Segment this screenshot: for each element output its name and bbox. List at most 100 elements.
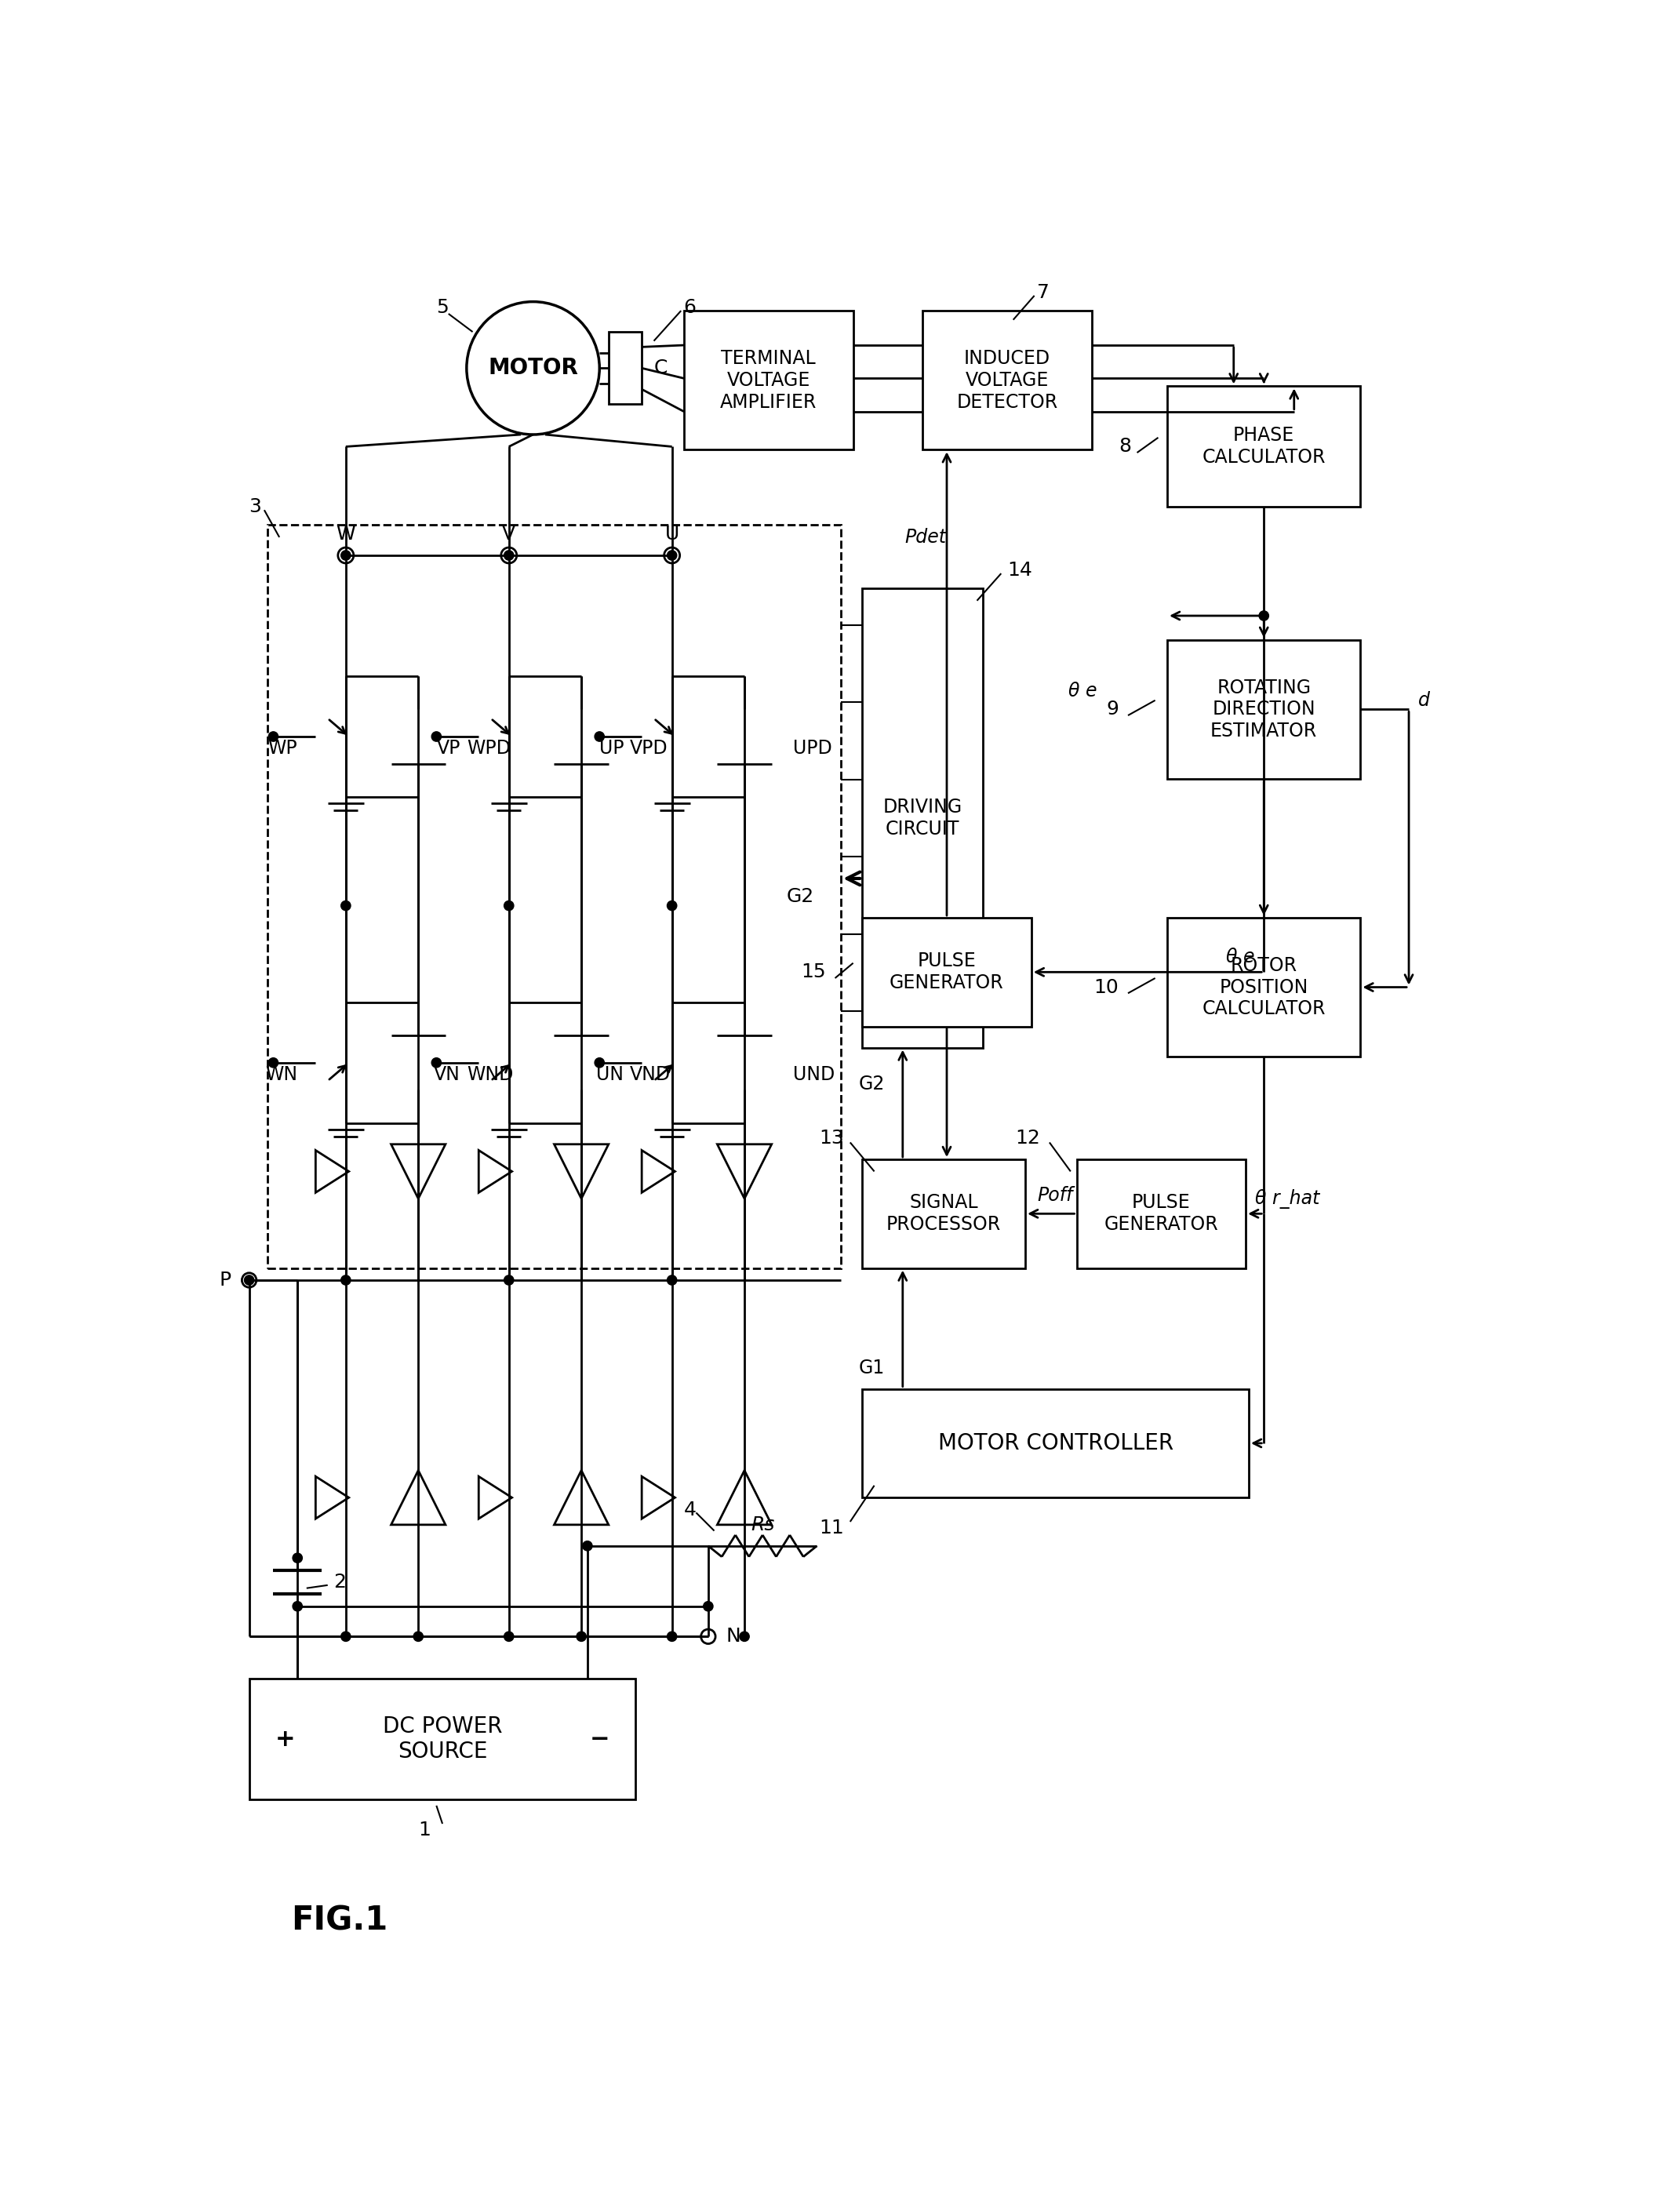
Text: 3: 3 [249,498,261,515]
Text: UND: UND [793,1066,835,1084]
Circle shape [292,1601,302,1610]
Text: 10: 10 [1094,978,1119,998]
Text: MOTOR: MOTOR [488,356,578,378]
Text: 6: 6 [683,299,696,316]
Text: MOTOR CONTROLLER: MOTOR CONTROLLER [939,1431,1174,1453]
Bar [862,588,984,1048]
Circle shape [431,1057,441,1068]
Text: θ e: θ e [1069,681,1097,701]
Text: V: V [503,524,516,544]
Circle shape [504,551,514,560]
Circle shape [431,732,441,741]
Circle shape [703,1601,713,1610]
Circle shape [337,549,354,564]
Circle shape [501,549,516,564]
Text: 4: 4 [683,1500,696,1520]
Circle shape [583,1542,593,1551]
Bar [608,332,641,405]
Text: W: W [336,524,356,544]
Circle shape [504,900,514,911]
Text: 11: 11 [820,1517,843,1537]
Bar [1167,387,1361,507]
Circle shape [269,1057,279,1068]
Text: UN: UN [596,1066,623,1084]
Circle shape [504,1276,514,1285]
Bar [1077,1159,1246,1267]
Text: DRIVING
CIRCUIT: DRIVING CIRCUIT [883,799,962,838]
Bar [249,1679,636,1801]
Text: 12: 12 [1015,1128,1040,1148]
Text: d: d [1418,690,1430,710]
Text: G2: G2 [787,887,813,907]
Bar [685,310,853,449]
Text: P: P [219,1270,230,1290]
Text: θ r_hat: θ r_hat [1254,1188,1319,1208]
Circle shape [504,1632,514,1641]
Bar [1167,918,1361,1057]
Text: PULSE
GENERATOR: PULSE GENERATOR [1104,1194,1219,1234]
Text: −: − [590,1728,610,1750]
Text: G2: G2 [858,1075,885,1093]
Text: INDUCED
VOLTAGE
DETECTOR: INDUCED VOLTAGE DETECTOR [957,349,1057,411]
Circle shape [666,900,676,911]
Text: 2: 2 [334,1573,346,1593]
Circle shape [341,1276,351,1285]
Text: Rs: Rs [750,1515,775,1535]
Text: WND: WND [466,1066,513,1084]
Text: G1: G1 [858,1358,885,1378]
Text: 5: 5 [436,299,449,316]
Circle shape [341,1632,351,1641]
Circle shape [740,1632,750,1641]
Text: VPD: VPD [630,739,668,759]
Text: WPD: WPD [466,739,511,759]
Circle shape [665,549,680,564]
Text: θ e: θ e [1226,947,1254,967]
Text: UPD: UPD [793,739,832,759]
Circle shape [666,1632,676,1641]
Text: N: N [726,1628,741,1646]
Circle shape [292,1553,302,1564]
Text: PULSE
GENERATOR: PULSE GENERATOR [890,951,1004,993]
Text: Pdet: Pdet [905,529,947,546]
Text: 15: 15 [802,962,827,982]
Text: C: C [655,358,668,378]
Circle shape [341,551,351,560]
Text: +: + [276,1728,296,1750]
Circle shape [1259,611,1269,622]
Text: TERMINAL
VOLTAGE
AMPLIFIER: TERMINAL VOLTAGE AMPLIFIER [720,349,817,411]
Circle shape [242,1272,257,1287]
Circle shape [269,732,279,741]
Bar [862,1389,1249,1498]
Bar [862,918,1032,1026]
Text: ROTOR
POSITION
CALCULATOR: ROTOR POSITION CALCULATOR [1202,956,1326,1018]
Text: DC POWER
SOURCE: DC POWER SOURCE [382,1717,503,1763]
Text: 9: 9 [1107,699,1119,719]
Text: Poff: Poff [1037,1186,1074,1206]
Circle shape [701,1630,715,1644]
Text: 8: 8 [1119,438,1131,456]
Circle shape [666,551,676,560]
Circle shape [244,1276,254,1285]
Circle shape [666,1276,676,1285]
Text: PHASE
CALCULATOR: PHASE CALCULATOR [1202,427,1326,467]
Text: WN: WN [266,1066,297,1084]
Text: VP: VP [438,739,461,759]
Circle shape [576,1632,586,1641]
Text: 7: 7 [1037,283,1050,303]
Text: U: U [665,524,680,544]
Bar [922,310,1092,449]
Text: WP: WP [267,739,297,759]
Text: SIGNAL
PROCESSOR: SIGNAL PROCESSOR [887,1194,1000,1234]
Bar [862,1159,1025,1267]
Circle shape [595,1057,605,1068]
Text: FIG.1: FIG.1 [292,1905,387,1938]
Text: ROTATING
DIRECTION
ESTIMATOR: ROTATING DIRECTION ESTIMATOR [1211,679,1318,741]
Circle shape [414,1632,423,1641]
Bar [267,524,842,1267]
Text: 14: 14 [1007,562,1032,580]
Text: VND: VND [630,1066,671,1084]
Text: 13: 13 [820,1128,843,1148]
Circle shape [341,900,351,911]
Circle shape [595,732,605,741]
Text: VN: VN [434,1066,461,1084]
